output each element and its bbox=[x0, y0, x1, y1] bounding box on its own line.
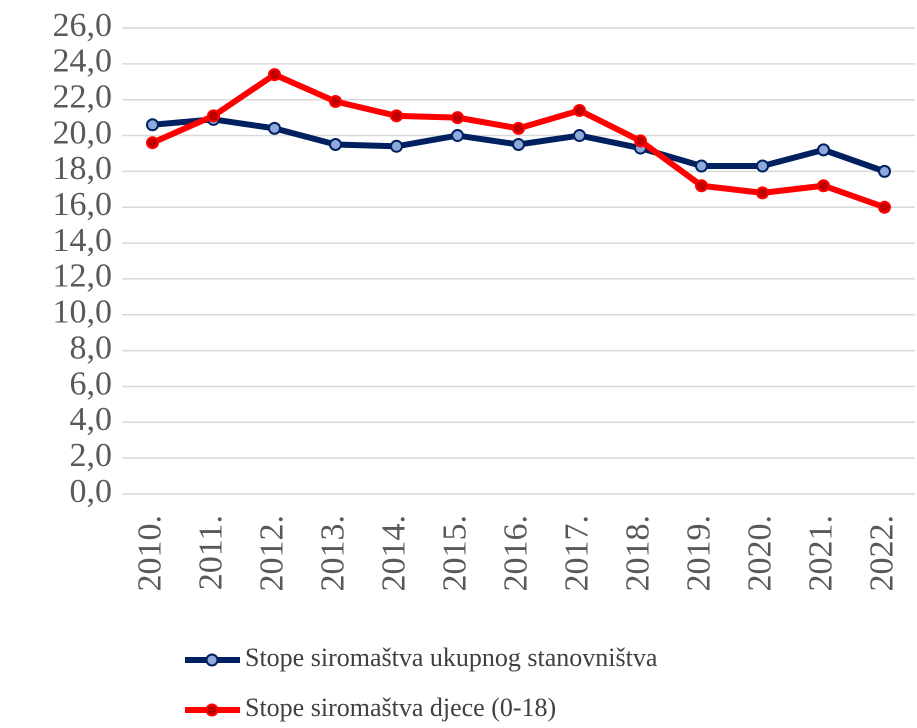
marker bbox=[268, 68, 281, 82]
x-tick-label: 2016. bbox=[497, 515, 534, 592]
x-tick-label: 2015. bbox=[436, 515, 473, 592]
y-tick-label: 20,0 bbox=[53, 114, 113, 151]
marker bbox=[390, 109, 403, 123]
marker bbox=[512, 138, 525, 151]
y-tick-label: 8,0 bbox=[70, 329, 113, 366]
legend-label: Stope siromaštva djece (0-18) bbox=[245, 693, 556, 722]
marker bbox=[634, 134, 647, 148]
marker bbox=[268, 121, 281, 135]
legend-marker bbox=[205, 703, 219, 717]
marker bbox=[329, 94, 342, 108]
y-tick-label: 14,0 bbox=[53, 222, 113, 259]
marker bbox=[512, 121, 525, 135]
marker bbox=[878, 164, 891, 178]
marker bbox=[756, 159, 769, 173]
y-tick-label: 10,0 bbox=[53, 294, 113, 331]
marker bbox=[695, 159, 708, 173]
marker bbox=[817, 179, 830, 193]
x-tick-label: 2022. bbox=[863, 515, 900, 592]
x-tick-label: 2019. bbox=[680, 515, 717, 592]
x-tick-label: 2017. bbox=[558, 515, 595, 592]
y-tick-label: 26,0 bbox=[53, 7, 113, 44]
x-tick-label: 2014. bbox=[375, 515, 412, 592]
legend-label: Stope siromaštva ukupnog stanovništva bbox=[245, 643, 658, 672]
marker bbox=[695, 179, 708, 193]
marker bbox=[451, 111, 464, 125]
y-tick-label: 0,0 bbox=[70, 473, 113, 510]
marker bbox=[390, 139, 403, 153]
marker bbox=[573, 103, 586, 117]
y-tick-label: 18,0 bbox=[53, 150, 113, 187]
marker bbox=[207, 109, 220, 123]
marker bbox=[817, 143, 830, 157]
x-tick-label: 2011. bbox=[192, 515, 229, 590]
marker bbox=[451, 129, 464, 143]
legend-marker bbox=[205, 653, 219, 667]
x-tick-label: 2021. bbox=[802, 515, 839, 592]
x-tick-label: 2018. bbox=[619, 515, 656, 592]
marker bbox=[878, 200, 891, 214]
marker bbox=[146, 136, 159, 150]
marker bbox=[756, 186, 769, 200]
y-tick-label: 24,0 bbox=[53, 43, 113, 80]
y-tick-label: 4,0 bbox=[70, 401, 113, 438]
y-tick-label: 2,0 bbox=[70, 437, 113, 474]
y-tick-label: 22,0 bbox=[53, 78, 113, 115]
y-tick-label: 6,0 bbox=[70, 365, 113, 402]
marker bbox=[329, 138, 342, 151]
y-tick-label: 16,0 bbox=[53, 186, 113, 223]
x-tick-label: 2010. bbox=[131, 515, 168, 592]
x-tick-label: 2020. bbox=[741, 515, 778, 592]
x-tick-label: 2013. bbox=[314, 515, 351, 592]
marker bbox=[146, 118, 159, 132]
y-tick-label: 12,0 bbox=[53, 258, 113, 295]
marker bbox=[573, 129, 586, 143]
x-tick-label: 2012. bbox=[253, 515, 290, 592]
